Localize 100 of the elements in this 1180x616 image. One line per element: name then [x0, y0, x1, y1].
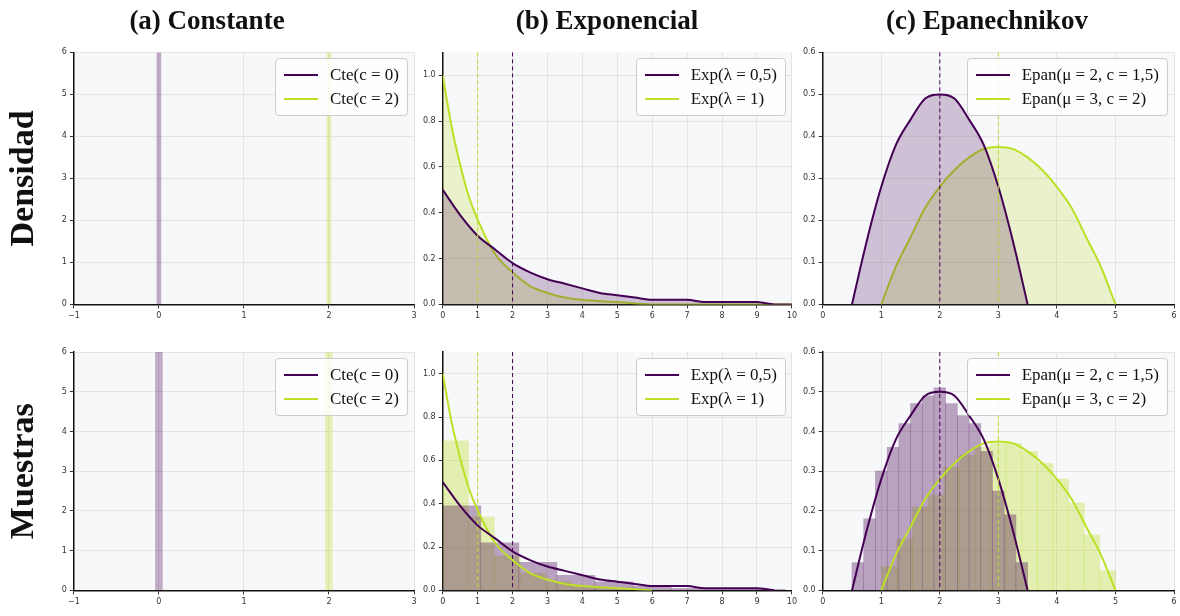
y-tick-label: 0.3 — [802, 466, 816, 476]
y-tick-label: 0.0 — [422, 299, 436, 309]
x-tick-label: 4 — [579, 311, 585, 321]
y-tick-label: 0.0 — [802, 299, 816, 309]
y-tick-label: 5 — [61, 89, 67, 99]
x-tick-label: 0 — [440, 311, 446, 321]
x-tick-label: 8 — [719, 597, 725, 607]
x-tick-label: 2 — [326, 311, 332, 321]
x-tick-label: 2 — [937, 597, 943, 607]
legend-label: Epan(μ = 3, c = 2) — [1021, 389, 1147, 409]
x-tick-label: −1 — [67, 597, 80, 607]
x-tick-label: 4 — [579, 597, 585, 607]
y-tick-label: 5 — [61, 386, 67, 396]
legend-label: Epan(μ = 2, c = 1,5) — [1021, 65, 1159, 86]
x-tick-label: 6 — [649, 311, 655, 321]
legend-label: Exp(λ = 1) — [690, 389, 765, 409]
y-tick-label: 0.2 — [802, 215, 816, 225]
y-axis-title: Densidad — [3, 110, 41, 247]
y-tick-label: 3 — [61, 466, 67, 476]
x-tick-label: 3 — [995, 311, 1001, 321]
y-tick-label: 0.4 — [422, 207, 436, 217]
y-tick-label: 0.4 — [802, 131, 816, 141]
y-tick-label: 1 — [61, 545, 67, 555]
y-tick-label: 0.2 — [422, 253, 436, 263]
y-tick-label: 4 — [61, 131, 67, 141]
y-tick-label: 0 — [61, 585, 67, 595]
x-tick-label: 7 — [684, 597, 690, 607]
y-tick-label: 0.4 — [422, 498, 436, 508]
y-tick-label: 0 — [61, 299, 67, 309]
x-tick-label: 3 — [411, 597, 417, 607]
y-tick-label: 4 — [61, 426, 67, 436]
y-tick-label: 0.6 — [422, 162, 436, 172]
y-axis-title: Muestras — [3, 403, 41, 540]
y-tick-label: 0.8 — [422, 412, 436, 422]
x-tick-label: 0 — [156, 311, 162, 321]
y-tick-label: 0.6 — [422, 455, 436, 465]
y-tick-label: 0.4 — [802, 426, 816, 436]
x-tick-label: 4 — [1054, 311, 1060, 321]
x-tick-label: 1 — [241, 597, 247, 607]
y-tick-label: 0.6 — [802, 347, 816, 357]
x-tick-label: 3 — [544, 597, 551, 607]
legend-label: Epan(μ = 2, c = 1,5) — [1021, 365, 1159, 385]
y-tick-label: 2 — [61, 215, 67, 225]
x-tick-label: 3 — [995, 597, 1001, 607]
y-tick-label: 6 — [61, 47, 67, 57]
y-tick-label: 1.0 — [422, 70, 436, 80]
x-tick-label: 2 — [510, 597, 516, 607]
x-tick-label: 5 — [614, 311, 620, 321]
y-tick-label: 3 — [61, 173, 67, 183]
y-tick-label: 1.0 — [422, 368, 436, 378]
legend-label: Exp(λ = 0,5) — [690, 65, 777, 86]
x-tick-label: 6 — [1171, 597, 1177, 607]
chart-title: (b) Exponencial — [515, 5, 699, 36]
x-tick-label: 1 — [241, 311, 247, 321]
x-tick-label: 0 — [820, 311, 826, 321]
x-tick-label: 6 — [1171, 311, 1177, 321]
y-tick-label: 0.8 — [422, 116, 436, 126]
x-tick-label: 1 — [475, 311, 481, 321]
x-tick-label: 5 — [1112, 311, 1118, 321]
y-tick-label: 0.1 — [802, 545, 816, 555]
legend-label: Exp(λ = 0,5) — [690, 365, 777, 385]
x-tick-label: 6 — [649, 597, 655, 607]
y-tick-label: 2 — [61, 506, 67, 516]
y-tick-label: 0.0 — [802, 585, 816, 595]
x-tick-label: 4 — [1054, 597, 1060, 607]
x-tick-label: 10 — [786, 597, 797, 607]
x-tick-label: 0 — [440, 597, 446, 607]
x-tick-label: 2 — [937, 311, 943, 321]
y-tick-label: 0.3 — [802, 173, 816, 183]
y-tick-label: 0.6 — [802, 47, 816, 57]
legend-label: Exp(λ = 1) — [690, 89, 765, 110]
x-tick-label: −1 — [67, 311, 80, 321]
y-tick-label: 0.5 — [802, 89, 816, 99]
x-tick-label: 3 — [544, 311, 551, 321]
x-tick-label: 9 — [754, 311, 760, 321]
x-tick-label: 5 — [1112, 597, 1118, 607]
legend-label: Cte(c = 0) — [329, 65, 399, 86]
x-tick-label: 0 — [820, 597, 826, 607]
legend-label: Cte(c = 2) — [329, 389, 399, 409]
y-tick-label: 0.5 — [802, 386, 816, 396]
legend-label: Cte(c = 0) — [329, 365, 399, 385]
x-tick-label: 0 — [156, 597, 162, 607]
x-tick-label: 2 — [326, 597, 332, 607]
y-tick-label: 1 — [61, 257, 67, 267]
y-tick-label: 6 — [61, 347, 67, 357]
x-tick-label: 1 — [878, 597, 884, 607]
x-tick-label: 7 — [684, 311, 690, 321]
y-tick-label: 0.0 — [422, 585, 436, 595]
x-tick-label: 9 — [754, 597, 760, 607]
chart-title: (a) Constante — [129, 5, 285, 36]
x-tick-label: 3 — [411, 311, 417, 321]
y-tick-label: 0.1 — [802, 257, 816, 267]
x-tick-label: 5 — [614, 597, 620, 607]
x-tick-label: 1 — [878, 311, 884, 321]
chart-title: (c) Epanechnikov — [886, 5, 1089, 36]
legend-label: Epan(μ = 3, c = 2) — [1021, 89, 1147, 110]
x-tick-label: 1 — [475, 597, 481, 607]
x-tick-label: 2 — [510, 311, 516, 321]
x-tick-label: 8 — [719, 311, 725, 321]
x-tick-label: 10 — [786, 311, 797, 321]
